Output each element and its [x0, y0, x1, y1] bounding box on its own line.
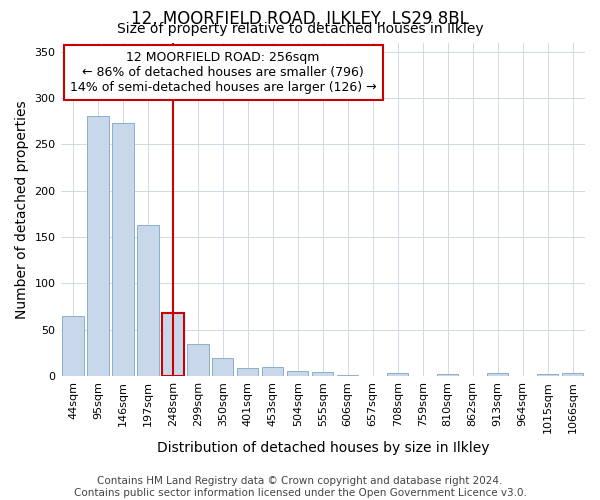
Bar: [163, 313, 184, 376]
Bar: [312, 372, 334, 376]
Bar: [187, 344, 209, 376]
Text: 12 MOORFIELD ROAD: 256sqm
← 86% of detached houses are smaller (796)
14% of semi: 12 MOORFIELD ROAD: 256sqm ← 86% of detac…: [70, 51, 376, 94]
Y-axis label: Number of detached properties: Number of detached properties: [15, 100, 29, 318]
Bar: [262, 367, 283, 376]
Bar: [88, 116, 109, 376]
Bar: [112, 123, 134, 376]
Bar: [62, 316, 83, 376]
Bar: [212, 358, 233, 376]
Bar: [137, 225, 158, 376]
Bar: [562, 374, 583, 376]
Bar: [437, 374, 458, 376]
Bar: [237, 368, 259, 376]
Text: Contains HM Land Registry data © Crown copyright and database right 2024.
Contai: Contains HM Land Registry data © Crown c…: [74, 476, 526, 498]
Text: 12, MOORFIELD ROAD, ILKLEY, LS29 8BL: 12, MOORFIELD ROAD, ILKLEY, LS29 8BL: [131, 10, 469, 28]
Bar: [387, 374, 409, 376]
Bar: [537, 374, 558, 376]
Text: Size of property relative to detached houses in Ilkley: Size of property relative to detached ho…: [116, 22, 484, 36]
X-axis label: Distribution of detached houses by size in Ilkley: Distribution of detached houses by size …: [157, 441, 489, 455]
Bar: [337, 375, 358, 376]
Bar: [487, 374, 508, 376]
Bar: [287, 372, 308, 376]
